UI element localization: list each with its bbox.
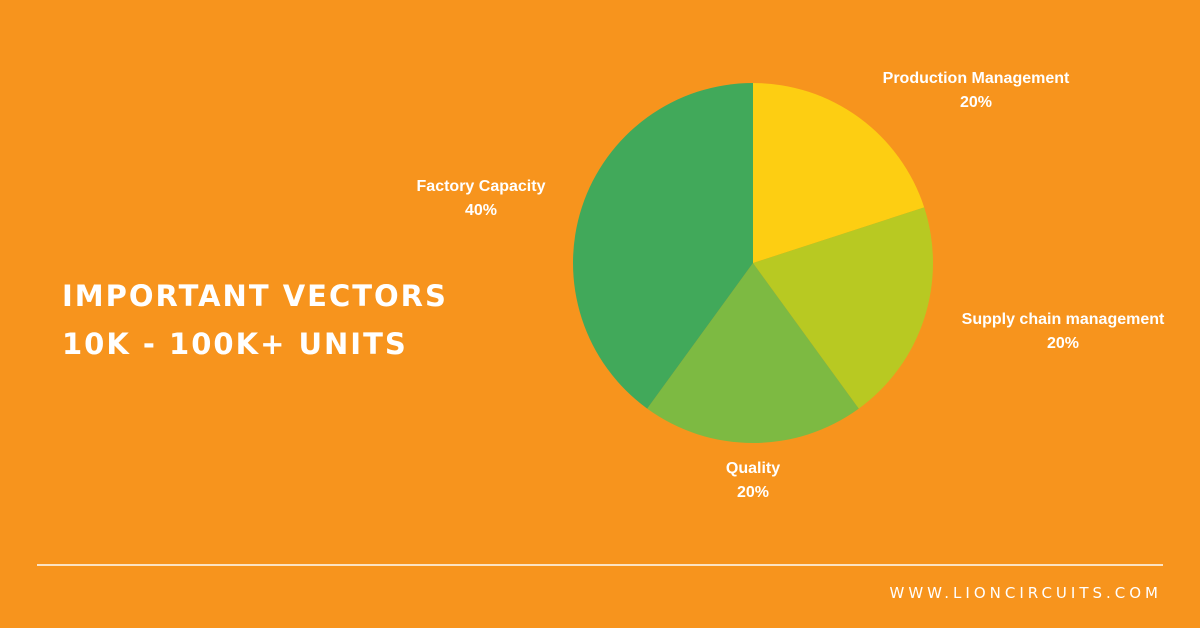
headline: IMPORTANT VECTORS 10K - 100K+ UNITS xyxy=(62,272,448,368)
pie-slice-quality xyxy=(647,263,859,443)
headline-line-2: 10K - 100K+ UNITS xyxy=(62,327,408,361)
slice-value-production-management: 20% xyxy=(960,94,992,111)
slice-label-factory-capacity: Factory Capacity xyxy=(417,178,546,195)
pie-slice-factory-capacity xyxy=(573,82,753,409)
pie-slice-production-management xyxy=(753,83,925,263)
slice-value-quality: 20% xyxy=(737,484,769,501)
slice-label-production-management: Production Management xyxy=(883,70,1070,87)
footer-url: WWW.LIONCIRCUITS.COM xyxy=(889,584,1162,602)
slice-label-supply-chain-management: Supply chain management xyxy=(962,311,1165,328)
slice-label-quality: Quality xyxy=(726,460,780,477)
slice-value-supply-chain-management: 20% xyxy=(1047,335,1079,352)
headline-line-1: IMPORTANT VECTORS xyxy=(62,279,448,313)
pie-slice-supply-chain-management xyxy=(753,207,933,409)
footer-divider xyxy=(37,564,1163,566)
slice-value-factory-capacity: 40% xyxy=(465,202,497,219)
